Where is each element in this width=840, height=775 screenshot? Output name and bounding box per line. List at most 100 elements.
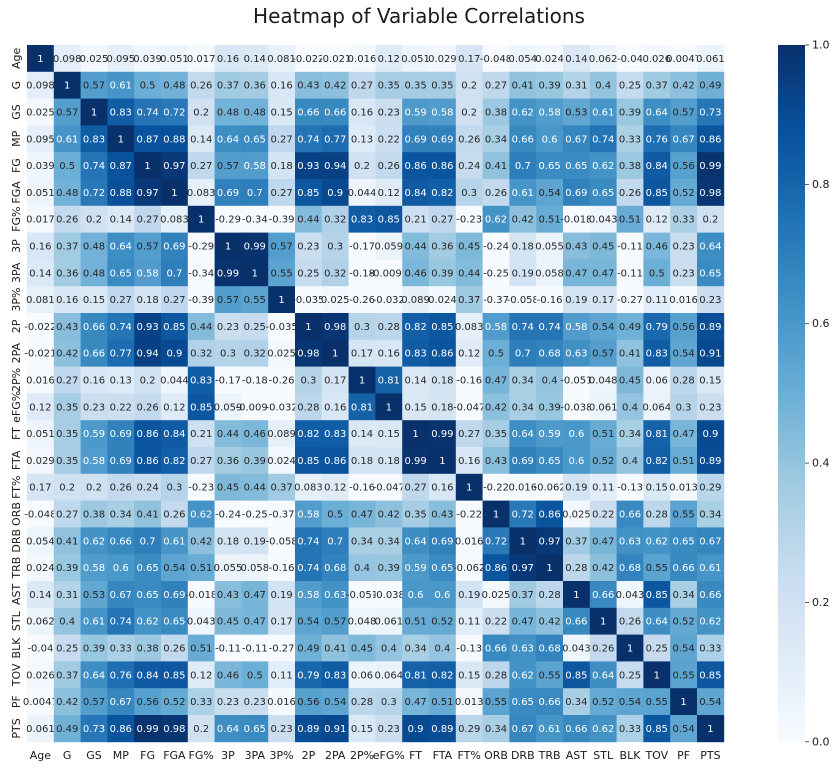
heatmap-cell: [402, 205, 430, 233]
heatmap-cell: [375, 366, 403, 394]
heatmap-cell: [643, 500, 671, 528]
heatmap-cell: [670, 688, 698, 716]
heatmap-cell: [482, 125, 510, 153]
heatmap-cell: [321, 339, 349, 367]
heatmap-cell: [53, 125, 81, 153]
cell-value-label: 1: [118, 134, 124, 145]
heatmap-cell: [697, 232, 725, 260]
cell-value-label: 0.86: [136, 456, 158, 467]
heatmap-cell: [214, 715, 242, 743]
cell-value-label: -0.062: [453, 563, 485, 574]
cell-value-label: 0.23: [217, 322, 239, 333]
heatmap-cell: [348, 232, 376, 260]
cell-value-label: 0.6: [568, 456, 584, 467]
heatmap-cell: [161, 205, 189, 233]
cell-value-label: 0.99: [217, 268, 239, 279]
cell-value-label: 0.65: [136, 563, 158, 574]
cell-value-label: 1: [439, 456, 445, 467]
heatmap-cell: [643, 554, 671, 582]
x-tick-label: FT: [409, 749, 422, 762]
heatmap-cell: [375, 420, 403, 448]
cell-value-label: 0.19: [565, 295, 587, 306]
heatmap-cell: [241, 554, 269, 582]
heatmap-cell: [161, 152, 189, 180]
cell-value-label: 0.27: [270, 188, 292, 199]
cell-value-label: -0.37: [269, 510, 295, 521]
cell-value-label: 0.55: [538, 670, 560, 681]
heatmap-cell: [295, 286, 323, 314]
heatmap-cell: [27, 259, 55, 287]
cell-value-label: 0.64: [83, 670, 105, 681]
cell-value-label: 0.66: [485, 644, 507, 655]
cell-value-label: 0.35: [485, 429, 507, 440]
heatmap-cell: [589, 286, 617, 314]
heatmap-cell: [241, 500, 269, 528]
heatmap-cell: [348, 179, 376, 207]
cell-value-label: 0.28: [565, 563, 587, 574]
cell-value-label: 0.024: [267, 456, 296, 467]
heatmap-cell: [80, 447, 108, 475]
cell-value-label: 0.34: [485, 724, 507, 735]
cell-value-label: 0.86: [110, 724, 132, 735]
cell-value-label: 0.41: [136, 510, 158, 521]
heatmap-cell: [187, 393, 215, 421]
heatmap-cell: [643, 152, 671, 180]
cell-value-label: 0.59: [83, 429, 105, 440]
cell-value-label: 0.83: [110, 108, 132, 119]
heatmap-cell: [27, 45, 55, 73]
heatmap-cell: [563, 152, 591, 180]
heatmap-cell: [321, 71, 349, 99]
heatmap-cell: [268, 366, 296, 394]
cell-value-label: 0.064: [374, 670, 403, 681]
heatmap-cell: [697, 688, 725, 716]
heatmap-cell: [429, 715, 457, 743]
cell-value-label: 0.26: [619, 188, 641, 199]
heatmap-cell: [643, 45, 671, 73]
cell-value-label: 0.46: [244, 429, 266, 440]
heatmap-cell: [53, 205, 81, 233]
cell-value-label: 0.025: [267, 349, 296, 360]
heatmap-cell: [643, 420, 671, 448]
cell-value-label: 0.34: [565, 697, 587, 708]
heatmap-cell: [429, 420, 457, 448]
heatmap-cell: [670, 152, 698, 180]
cell-value-label: 0.86: [404, 161, 426, 172]
heatmap-cell: [375, 688, 403, 716]
heatmap-cell: [536, 473, 564, 501]
cell-value-label: 0.44: [458, 268, 480, 279]
cell-value-label: 0.43: [297, 81, 319, 92]
heatmap-cell: [509, 152, 537, 180]
cell-value-label: -0.23: [456, 215, 482, 226]
cell-value-label: -0.047: [453, 402, 485, 413]
y-tick-label: PTS: [10, 718, 23, 738]
cell-value-label: 0.94: [136, 349, 158, 360]
heatmap-cell: [563, 661, 591, 689]
heatmap-cell: [563, 715, 591, 743]
heatmap-cell: [134, 179, 162, 207]
heatmap-cell: [27, 420, 55, 448]
cell-value-label: -0.032: [265, 402, 297, 413]
heatmap-cell: [375, 634, 403, 662]
heatmap-cell: [697, 152, 725, 180]
cell-value-label: 0.99: [136, 724, 158, 735]
cell-value-label: 0.64: [646, 617, 668, 628]
cell-value-label: 0.34: [378, 536, 400, 547]
heatmap-cell: [429, 661, 457, 689]
cell-value-label: -0.048: [24, 510, 56, 521]
heatmap-cell: [429, 500, 457, 528]
colorbar-tick-label: 0.0: [812, 735, 830, 748]
colorbar-ticks: 0.0 0.2 0.4 0.6 0.8 1.0: [805, 39, 830, 748]
heatmap-cell: [563, 71, 591, 99]
cell-value-label: 0.083: [294, 483, 323, 494]
heatmap-cell: [214, 125, 242, 153]
heatmap-cell: [536, 661, 564, 689]
heatmap-cell: [429, 286, 457, 314]
heatmap-cell: [697, 634, 725, 662]
heatmap-cell: [107, 45, 135, 73]
x-tick-label: STL: [593, 749, 614, 762]
heatmap-cell: [187, 473, 215, 501]
cell-value-label: 0.82: [297, 429, 319, 440]
cell-value-label: 0.74: [110, 617, 132, 628]
cell-value-label: 0.48: [163, 81, 185, 92]
cell-value-label: 0.43: [565, 242, 587, 253]
